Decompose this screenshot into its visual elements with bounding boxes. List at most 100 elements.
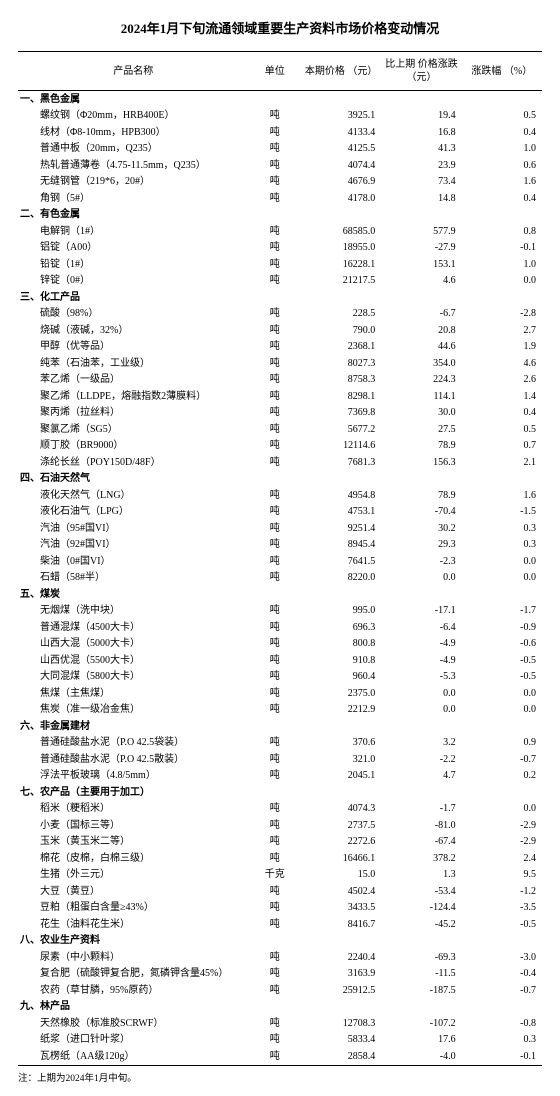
- table-row: 焦炭（准一级冶金焦）吨2212.90.00.0: [18, 702, 542, 719]
- cell-price: 68585.0: [301, 223, 381, 240]
- cell-pct: 1.9: [462, 339, 542, 356]
- cell-price: 21217.5: [301, 273, 381, 290]
- table-row: 涤纶长丝（POY150D/48F）吨7681.3156.32.1: [18, 454, 542, 471]
- table-row: 铅锭（1#）吨16228.1153.11.0: [18, 256, 542, 273]
- table-row: 锌锭（0#）吨21217.54.60.0: [18, 273, 542, 290]
- cell-pct: -1.5: [462, 504, 542, 521]
- cell-name: 纯苯（石油苯，工业级）: [18, 355, 249, 372]
- cell-name: 甲醇（优等品）: [18, 339, 249, 356]
- cell-pct: 0.9: [462, 735, 542, 752]
- cell-pct: -0.8: [462, 1015, 542, 1032]
- table-row: 液化天然气（LNG）吨4954.878.91.6: [18, 487, 542, 504]
- cell-delta: -6.4: [381, 619, 461, 636]
- cell-unit: 吨: [249, 949, 301, 966]
- cell-delta: 0.0: [381, 570, 461, 587]
- cell-name: 烧碱（液碱，32%）: [18, 322, 249, 339]
- section-header: 九、林产品: [18, 999, 542, 1016]
- section-header: 八、农业生产资料: [18, 933, 542, 950]
- cell-price: 228.5: [301, 306, 381, 323]
- cell-pct: -0.1: [462, 1048, 542, 1065]
- cell-name: 尿素（中小颗料）: [18, 949, 249, 966]
- cell-unit: 吨: [249, 685, 301, 702]
- cell-price: 7641.5: [301, 553, 381, 570]
- cell-name: 浮法平板玻璃（4.8/5mm）: [18, 768, 249, 785]
- table-row: 柴油（0#国VI）吨7641.5-2.30.0: [18, 553, 542, 570]
- cell-name: 线材（Φ8-10mm，HPB300）: [18, 124, 249, 141]
- cell-name: 山西优混（5500大卡）: [18, 652, 249, 669]
- cell-price: 2858.4: [301, 1048, 381, 1065]
- table-row: 电解铜（1#）吨68585.0577.90.8: [18, 223, 542, 240]
- col-header-delta: 比上期 价格涨跌 （元）: [381, 52, 461, 91]
- table-row: 角钢（5#）吨4178.014.80.4: [18, 190, 542, 207]
- cell-price: 8027.3: [301, 355, 381, 372]
- cell-unit: 吨: [249, 322, 301, 339]
- section-label: 九、林产品: [18, 999, 542, 1016]
- cell-name: 普通混煤（4500大卡）: [18, 619, 249, 636]
- cell-delta: 27.5: [381, 421, 461, 438]
- cell-price: 8945.4: [301, 537, 381, 554]
- table-row: 聚丙烯（拉丝料）吨7369.830.00.4: [18, 405, 542, 422]
- cell-unit: 吨: [249, 636, 301, 653]
- cell-price: 4502.4: [301, 883, 381, 900]
- table-row: 石蜡（58#半）吨8220.00.00.0: [18, 570, 542, 587]
- col-header-pct: 涨跌幅 （%）: [462, 52, 542, 91]
- cell-pct: -2.9: [462, 834, 542, 851]
- cell-pct: -0.1: [462, 240, 542, 257]
- col-header-name: 产品名称: [18, 52, 249, 91]
- table-row: 豆粕（粗蛋白含量≥43%）吨3433.5-124.4-3.5: [18, 900, 542, 917]
- table-row: 聚氯乙烯（SG5）吨5677.227.50.5: [18, 421, 542, 438]
- cell-delta: 14.8: [381, 190, 461, 207]
- section-header: 五、煤炭: [18, 586, 542, 603]
- cell-pct: -0.5: [462, 669, 542, 686]
- cell-unit: 吨: [249, 966, 301, 983]
- cell-unit: 吨: [249, 768, 301, 785]
- cell-price: 370.6: [301, 735, 381, 752]
- cell-name: 聚丙烯（拉丝料）: [18, 405, 249, 422]
- cell-pct: -0.9: [462, 619, 542, 636]
- section-label: 七、农产品（主要用于加工）: [18, 784, 542, 801]
- cell-delta: 23.9: [381, 157, 461, 174]
- table-row: 山西优混（5500大卡）吨910.8-4.9-0.5: [18, 652, 542, 669]
- cell-name: 石蜡（58#半）: [18, 570, 249, 587]
- cell-pct: -0.7: [462, 751, 542, 768]
- table-row: 普通中板（20mm，Q235）吨4125.541.31.0: [18, 141, 542, 158]
- section-label: 三、化工产品: [18, 289, 542, 306]
- cell-name: 棉花（皮棉，白棉三级）: [18, 850, 249, 867]
- cell-unit: 吨: [249, 1048, 301, 1065]
- cell-unit: 吨: [249, 537, 301, 554]
- cell-unit: 吨: [249, 256, 301, 273]
- cell-price: 960.4: [301, 669, 381, 686]
- cell-pct: 2.6: [462, 372, 542, 389]
- cell-name: 角钢（5#）: [18, 190, 249, 207]
- cell-name: 液化石油气（LPG）: [18, 504, 249, 521]
- cell-delta: 16.8: [381, 124, 461, 141]
- cell-unit: 吨: [249, 190, 301, 207]
- cell-pct: -1.2: [462, 883, 542, 900]
- cell-pct: 0.2: [462, 768, 542, 785]
- cell-price: 4133.4: [301, 124, 381, 141]
- cell-price: 4074.4: [301, 157, 381, 174]
- cell-price: 3163.9: [301, 966, 381, 983]
- table-row: 纯苯（石油苯，工业级）吨8027.3354.04.6: [18, 355, 542, 372]
- cell-pct: 2.7: [462, 322, 542, 339]
- cell-delta: 17.6: [381, 1032, 461, 1049]
- cell-pct: 4.6: [462, 355, 542, 372]
- cell-unit: 吨: [249, 141, 301, 158]
- table-row: 花生（油料花生米）吨8416.7-45.2-0.5: [18, 916, 542, 933]
- cell-unit: 吨: [249, 504, 301, 521]
- cell-delta: -81.0: [381, 817, 461, 834]
- table-row: 硫酸（98%）吨228.5-6.7-2.8: [18, 306, 542, 323]
- cell-unit: 吨: [249, 487, 301, 504]
- cell-unit: 吨: [249, 735, 301, 752]
- cell-price: 4954.8: [301, 487, 381, 504]
- cell-unit: 千克: [249, 867, 301, 884]
- cell-price: 2272.6: [301, 834, 381, 851]
- cell-price: 2375.0: [301, 685, 381, 702]
- cell-pct: 0.0: [462, 273, 542, 290]
- cell-price: 15.0: [301, 867, 381, 884]
- cell-delta: 577.9: [381, 223, 461, 240]
- cell-unit: 吨: [249, 751, 301, 768]
- cell-price: 800.8: [301, 636, 381, 653]
- cell-delta: 1.3: [381, 867, 461, 884]
- cell-name: 硫酸（98%）: [18, 306, 249, 323]
